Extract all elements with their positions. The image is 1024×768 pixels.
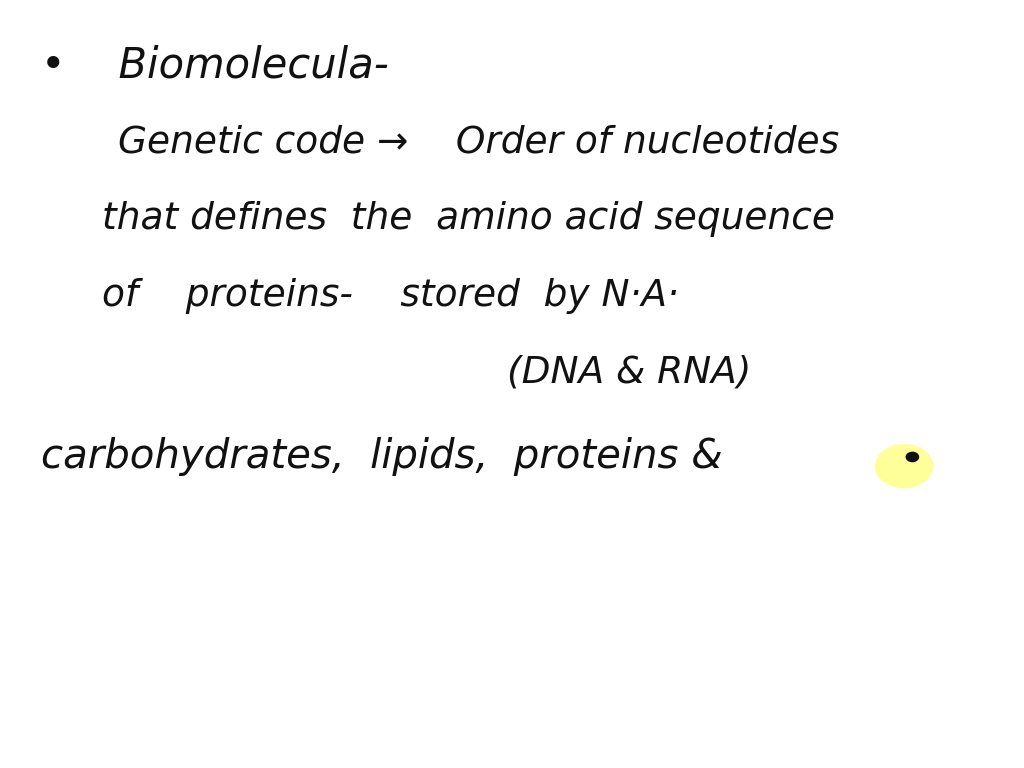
Text: Genetic code →    Order of nucleotides: Genetic code → Order of nucleotides xyxy=(118,124,839,160)
Ellipse shape xyxy=(876,445,933,488)
Text: of    proteins-    stored  by N·A·: of proteins- stored by N·A· xyxy=(102,278,679,313)
Text: carbohydrates,  lipids,  proteins &: carbohydrates, lipids, proteins & xyxy=(41,438,723,476)
Text: •    Biomolecula-: • Biomolecula- xyxy=(41,45,389,86)
Text: (DNA & RNA): (DNA & RNA) xyxy=(507,355,752,390)
Text: that defines  the  amino acid sequence: that defines the amino acid sequence xyxy=(102,201,836,237)
Circle shape xyxy=(906,452,919,462)
